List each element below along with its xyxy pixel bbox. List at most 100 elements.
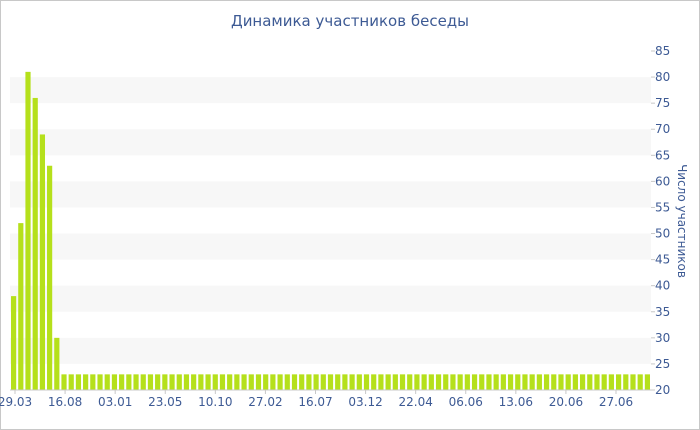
bar[interactable] bbox=[493, 374, 499, 390]
bar[interactable] bbox=[385, 374, 391, 390]
bar[interactable] bbox=[356, 374, 362, 390]
bar[interactable] bbox=[90, 374, 96, 390]
bar[interactable] bbox=[75, 374, 82, 390]
bar[interactable] bbox=[306, 374, 312, 390]
bar[interactable] bbox=[399, 374, 406, 390]
bar[interactable] bbox=[349, 374, 355, 390]
bar[interactable] bbox=[551, 374, 557, 390]
bar[interactable] bbox=[39, 134, 46, 390]
bar[interactable] bbox=[169, 374, 175, 390]
bar[interactable] bbox=[320, 374, 326, 390]
bar[interactable] bbox=[219, 374, 226, 390]
y-axis-label: Число участников bbox=[675, 164, 689, 278]
bar[interactable] bbox=[500, 374, 506, 390]
bar[interactable] bbox=[407, 374, 413, 390]
bar[interactable] bbox=[536, 374, 542, 390]
y-tick-label: 50 bbox=[655, 227, 670, 241]
bar[interactable] bbox=[327, 374, 334, 390]
bar[interactable] bbox=[421, 374, 427, 390]
bar[interactable] bbox=[515, 374, 521, 390]
bar[interactable] bbox=[342, 374, 348, 390]
bar[interactable] bbox=[140, 374, 146, 390]
bar[interactable] bbox=[565, 374, 571, 390]
bar[interactable] bbox=[335, 374, 341, 390]
bar[interactable] bbox=[147, 374, 154, 390]
bar[interactable] bbox=[623, 374, 629, 390]
y-tick-label: 70 bbox=[655, 122, 670, 136]
y-tick-label: 75 bbox=[655, 96, 670, 110]
bar[interactable] bbox=[176, 374, 182, 390]
bar[interactable] bbox=[529, 374, 535, 390]
bar[interactable] bbox=[183, 374, 190, 390]
bar[interactable] bbox=[18, 223, 24, 390]
bar[interactable] bbox=[630, 374, 636, 390]
bar[interactable] bbox=[133, 374, 139, 390]
x-tick-label: 23.05 bbox=[148, 395, 182, 409]
bar[interactable] bbox=[126, 374, 132, 390]
bar[interactable] bbox=[277, 374, 283, 390]
bar[interactable] bbox=[32, 97, 38, 390]
bar[interactable] bbox=[241, 374, 247, 390]
bar[interactable] bbox=[471, 374, 478, 390]
bar[interactable] bbox=[111, 374, 118, 390]
bar[interactable] bbox=[594, 374, 600, 390]
bar[interactable] bbox=[104, 374, 110, 390]
y-tick-label: 60 bbox=[655, 174, 670, 188]
bar[interactable] bbox=[507, 374, 514, 390]
bar[interactable] bbox=[68, 374, 74, 390]
bar[interactable] bbox=[378, 374, 384, 390]
bar[interactable] bbox=[450, 374, 456, 390]
bar[interactable] bbox=[558, 374, 564, 390]
bar[interactable] bbox=[572, 374, 578, 390]
chart-title: Динамика участников беседы bbox=[230, 12, 470, 30]
bar[interactable] bbox=[25, 71, 31, 391]
bar[interactable] bbox=[486, 374, 492, 390]
bar[interactable] bbox=[227, 374, 233, 390]
bar[interactable] bbox=[363, 374, 370, 390]
bar[interactable] bbox=[291, 374, 298, 390]
bar[interactable] bbox=[608, 374, 614, 390]
bar[interactable] bbox=[198, 374, 204, 390]
bar[interactable] bbox=[371, 374, 377, 390]
bar[interactable] bbox=[644, 374, 650, 390]
bar[interactable] bbox=[435, 374, 442, 390]
bar[interactable] bbox=[428, 374, 434, 390]
bar[interactable] bbox=[479, 374, 485, 390]
bar[interactable] bbox=[205, 374, 211, 390]
bar[interactable] bbox=[457, 374, 463, 390]
bar[interactable] bbox=[579, 374, 586, 390]
bar[interactable] bbox=[637, 374, 643, 390]
bar[interactable] bbox=[522, 374, 528, 390]
bar[interactable] bbox=[248, 374, 254, 390]
bar[interactable] bbox=[83, 374, 89, 390]
x-axis-ticks: 29.03 16.08 03.01 23.05 10.10 27.02 16.07 03.12… bbox=[0, 390, 633, 409]
bar[interactable] bbox=[191, 374, 197, 390]
bar[interactable] bbox=[464, 374, 470, 390]
bar[interactable] bbox=[414, 374, 420, 390]
bar[interactable] bbox=[616, 374, 622, 390]
grid-band bbox=[10, 285, 651, 312]
bar[interactable] bbox=[119, 374, 125, 390]
bar[interactable] bbox=[155, 374, 161, 390]
bar[interactable] bbox=[54, 337, 60, 390]
bar[interactable] bbox=[299, 374, 305, 390]
bar[interactable] bbox=[443, 374, 449, 390]
bar[interactable] bbox=[255, 374, 262, 390]
x-tick-label: 16.08 bbox=[48, 395, 82, 409]
bar[interactable] bbox=[587, 374, 593, 390]
bar[interactable] bbox=[263, 374, 269, 390]
bar[interactable] bbox=[601, 374, 607, 390]
bar[interactable] bbox=[212, 374, 218, 390]
bar[interactable] bbox=[392, 374, 398, 390]
x-tick-label: 29.03 bbox=[0, 395, 32, 409]
bar[interactable] bbox=[47, 165, 53, 390]
bar[interactable] bbox=[11, 296, 17, 390]
bar[interactable] bbox=[313, 374, 319, 390]
bar[interactable] bbox=[543, 374, 550, 390]
bar[interactable] bbox=[234, 374, 240, 390]
bar[interactable] bbox=[61, 374, 67, 390]
bar[interactable] bbox=[162, 374, 168, 390]
bar[interactable] bbox=[284, 374, 290, 390]
bar[interactable] bbox=[270, 374, 276, 390]
bar[interactable] bbox=[97, 374, 103, 390]
